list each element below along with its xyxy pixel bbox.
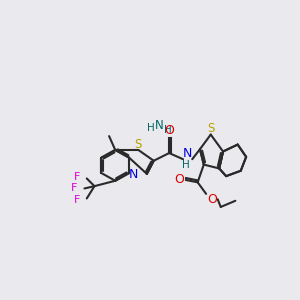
Text: S: S	[135, 138, 142, 151]
Text: H: H	[182, 160, 190, 170]
Text: O: O	[174, 173, 184, 187]
Text: F: F	[74, 195, 80, 205]
Text: O: O	[207, 193, 217, 206]
Text: O: O	[164, 124, 174, 137]
Text: H: H	[164, 125, 172, 135]
Text: N: N	[155, 119, 164, 132]
Text: N: N	[183, 147, 192, 160]
Text: F: F	[71, 184, 78, 194]
Text: N: N	[129, 168, 138, 181]
Text: H: H	[147, 123, 154, 134]
Text: F: F	[74, 172, 80, 182]
Text: S: S	[207, 122, 214, 135]
